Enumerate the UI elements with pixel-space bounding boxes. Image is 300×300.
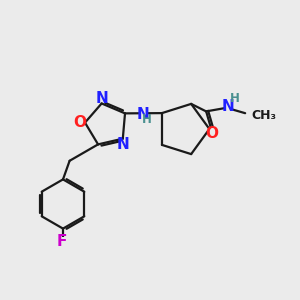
- Text: N: N: [117, 136, 130, 152]
- Text: O: O: [205, 126, 218, 141]
- Text: H: H: [142, 113, 152, 126]
- FancyBboxPatch shape: [75, 118, 84, 127]
- Text: O: O: [73, 115, 86, 130]
- Text: F: F: [57, 234, 67, 249]
- Text: H: H: [230, 92, 240, 105]
- FancyBboxPatch shape: [58, 237, 66, 245]
- FancyBboxPatch shape: [98, 94, 106, 102]
- Text: N: N: [222, 99, 234, 114]
- FancyBboxPatch shape: [119, 140, 128, 148]
- Text: N: N: [96, 91, 109, 106]
- FancyBboxPatch shape: [207, 129, 215, 138]
- FancyBboxPatch shape: [224, 102, 232, 110]
- Text: CH₃: CH₃: [252, 109, 277, 122]
- FancyBboxPatch shape: [139, 110, 147, 119]
- Text: N: N: [136, 107, 149, 122]
